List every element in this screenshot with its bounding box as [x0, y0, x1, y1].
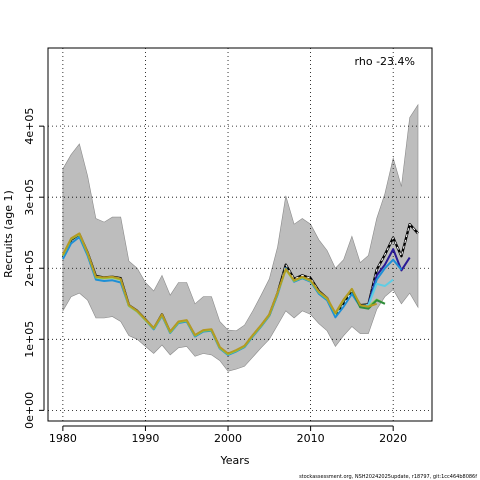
series-layer: [61, 222, 419, 356]
confidence-band: [62, 103, 419, 372]
rho-annotation: rho -23.4%: [355, 55, 415, 68]
x-axis-label: Years: [219, 454, 249, 467]
x-tick-label: 2020: [379, 432, 407, 445]
x-tick-label: 2000: [214, 432, 242, 445]
y-tick-label: 4e+05: [23, 108, 36, 145]
y-tick-label: 3e+05: [23, 179, 36, 216]
y-tick-label: 1e+05: [23, 321, 36, 358]
footer-note: stockassessment.org, NSH20242025update, …: [299, 474, 477, 480]
grid-layer: [48, 48, 432, 421]
series-line-6: [62, 232, 378, 355]
confidence-band-layer: [62, 103, 419, 372]
x-tick-label: 1980: [49, 432, 77, 445]
plot-frame: [47, 47, 433, 422]
x-tick-label: 1990: [131, 432, 159, 445]
y-tick-label: 0e+00: [23, 392, 36, 429]
axis-layer: 1980 1990 2000 2010 2020 0e+00 1e+05 2e+05 3e+05…: [23, 108, 407, 445]
y-axis-label: Recruits (age 1): [2, 190, 15, 278]
series-line-1: [367, 248, 411, 305]
y-tick-label: 2e+05: [23, 250, 36, 287]
x-tick-label: 2010: [297, 432, 325, 445]
